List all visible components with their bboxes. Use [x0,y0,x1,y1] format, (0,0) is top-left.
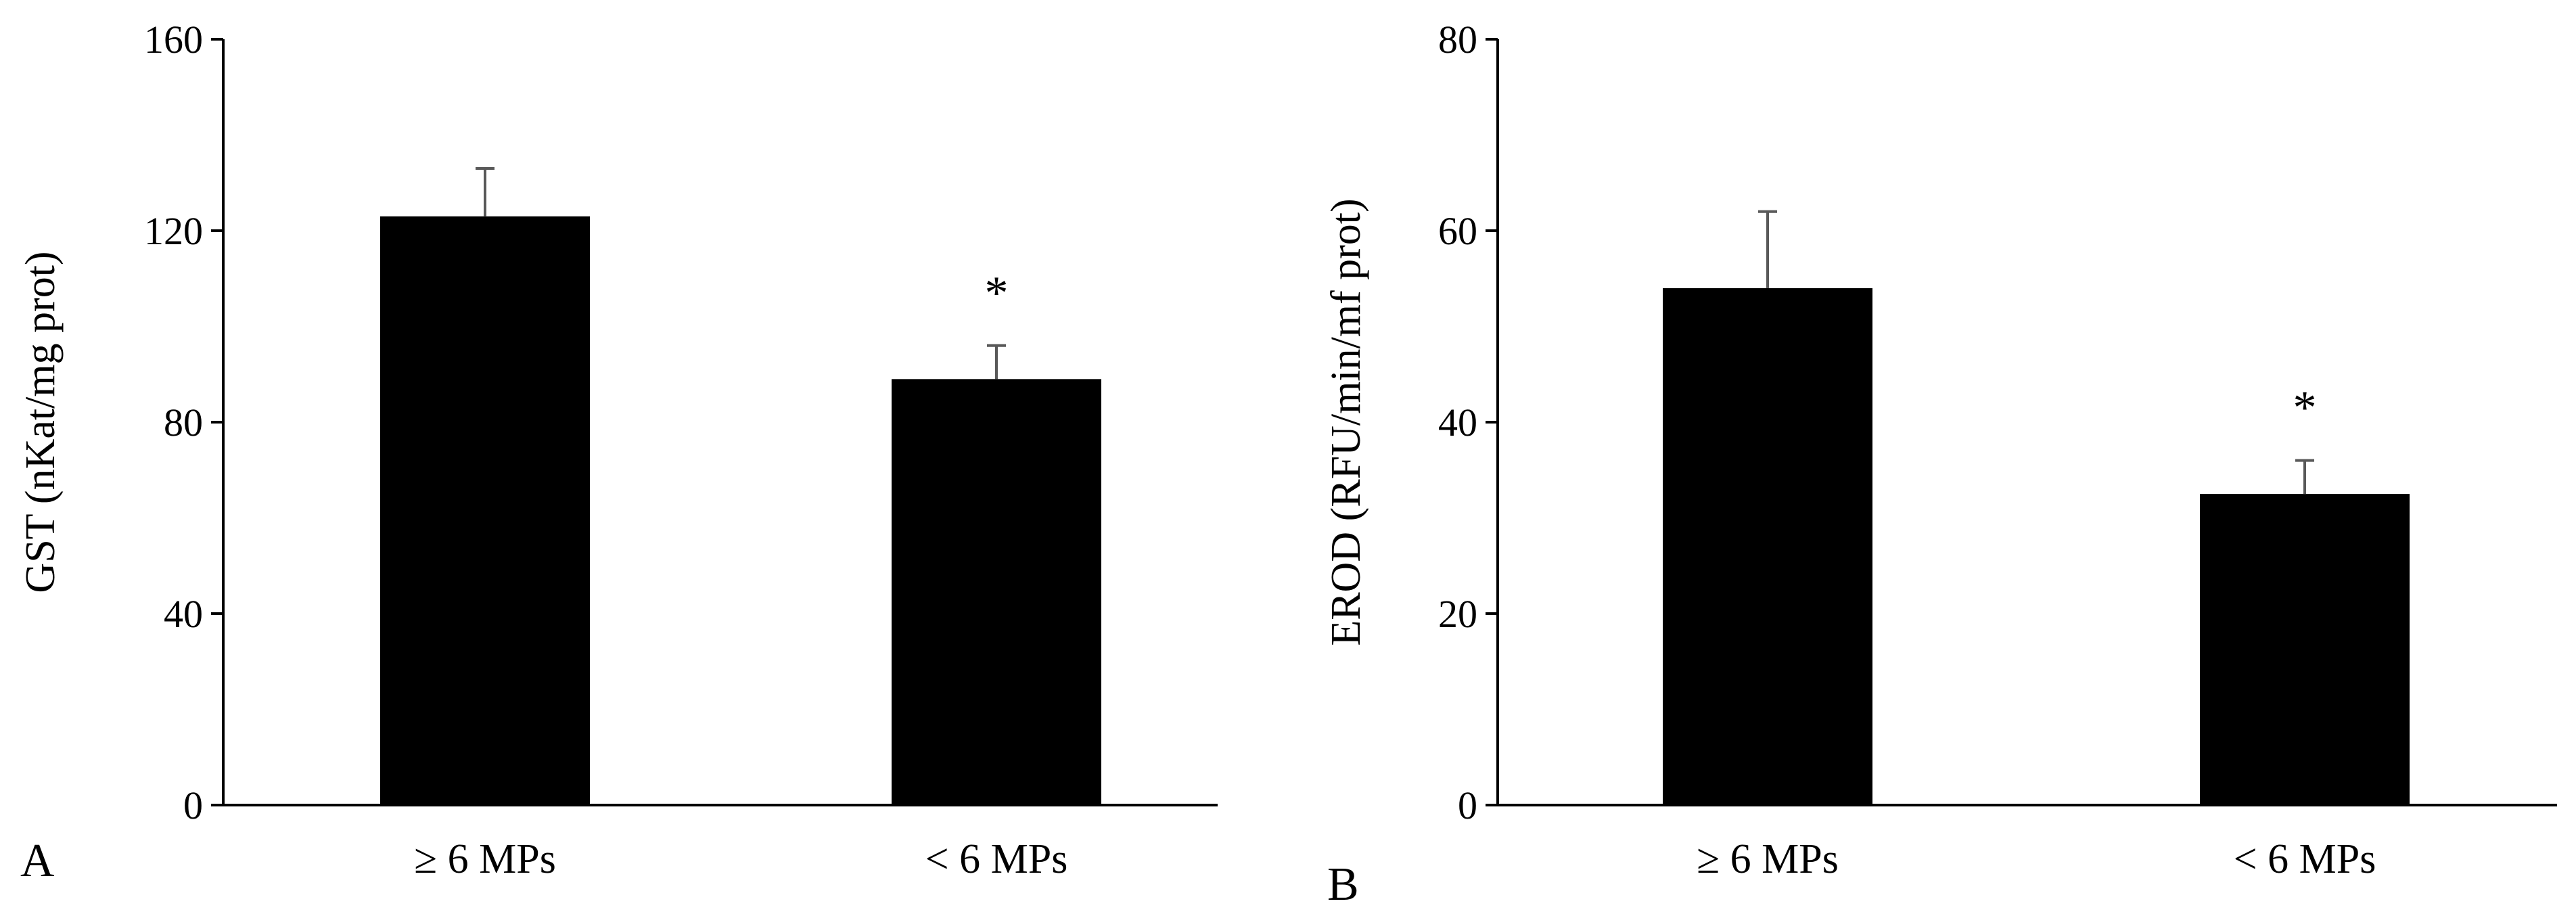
significance-marker: * [2293,382,2317,434]
y-tick-label: 120 [144,209,203,253]
category-label: < 6 MPs [925,836,1068,882]
panel-label: A [20,835,55,887]
panel-label: B [1327,859,1359,911]
y-tick-label: 80 [164,401,203,444]
category-label: < 6 MPs [2234,836,2376,882]
y-tick-label: 40 [164,592,203,636]
bar [380,216,590,805]
bar [2200,494,2410,805]
significance-marker: * [985,267,1009,319]
y-tick-label: 0 [1458,783,1477,827]
panel-a: 0 40 80 120 160 GST (nKat/mg prot) ≥ 6 MPs < 6 … [18,18,1218,887]
y-axis-title: GST (nKat/mg prot) [18,251,64,593]
y-tick-label: 40 [1438,401,1477,444]
y-tick-label: 0 [183,783,203,827]
bar [1663,288,1872,805]
category-label: ≥ 6 MPs [1697,836,1839,882]
y-tick-label: 20 [1438,592,1477,636]
panel-b: 0 20 40 60 80 EROD (RFU/min/mf prot) ≥ 6 MPs < … [1323,18,2557,911]
y-tick-label: 60 [1438,209,1477,253]
bar [892,379,1101,805]
category-label: ≥ 6 MPs [414,836,556,882]
y-tick-label: 160 [144,18,203,62]
y-axis-title: EROD (RFU/min/mf prot) [1323,198,1369,645]
y-tick-label: 80 [1438,18,1477,62]
